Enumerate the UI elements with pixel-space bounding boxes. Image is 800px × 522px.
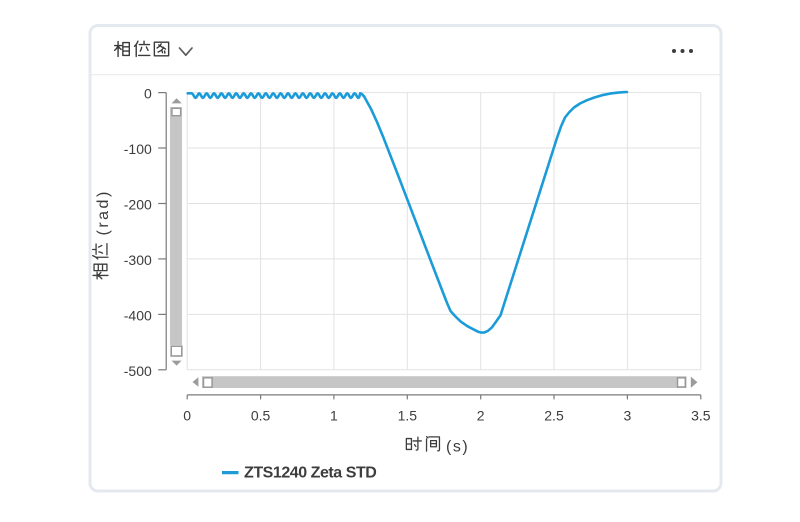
svg-text:0: 0 [183, 407, 191, 423]
svg-text:-200: -200 [124, 197, 152, 213]
svg-text:2.5: 2.5 [544, 407, 564, 423]
svg-text:-400: -400 [124, 307, 152, 323]
svg-text:-100: -100 [124, 141, 152, 157]
svg-text:2: 2 [477, 407, 485, 423]
svg-text:-300: -300 [124, 252, 152, 268]
svg-text:(s): (s) [446, 439, 469, 456]
svg-text:(rad): (rad) [95, 189, 112, 235]
svg-text:ZTS1240 Zeta STD: ZTS1240 Zeta STD [244, 465, 376, 482]
svg-text:-500: -500 [124, 363, 152, 379]
svg-text:0: 0 [144, 86, 152, 102]
svg-text:0.5: 0.5 [251, 407, 271, 423]
svg-text:3.5: 3.5 [691, 407, 711, 423]
svg-text:1: 1 [330, 407, 338, 423]
svg-text:3: 3 [624, 407, 632, 423]
svg-text:1.5: 1.5 [398, 407, 418, 423]
